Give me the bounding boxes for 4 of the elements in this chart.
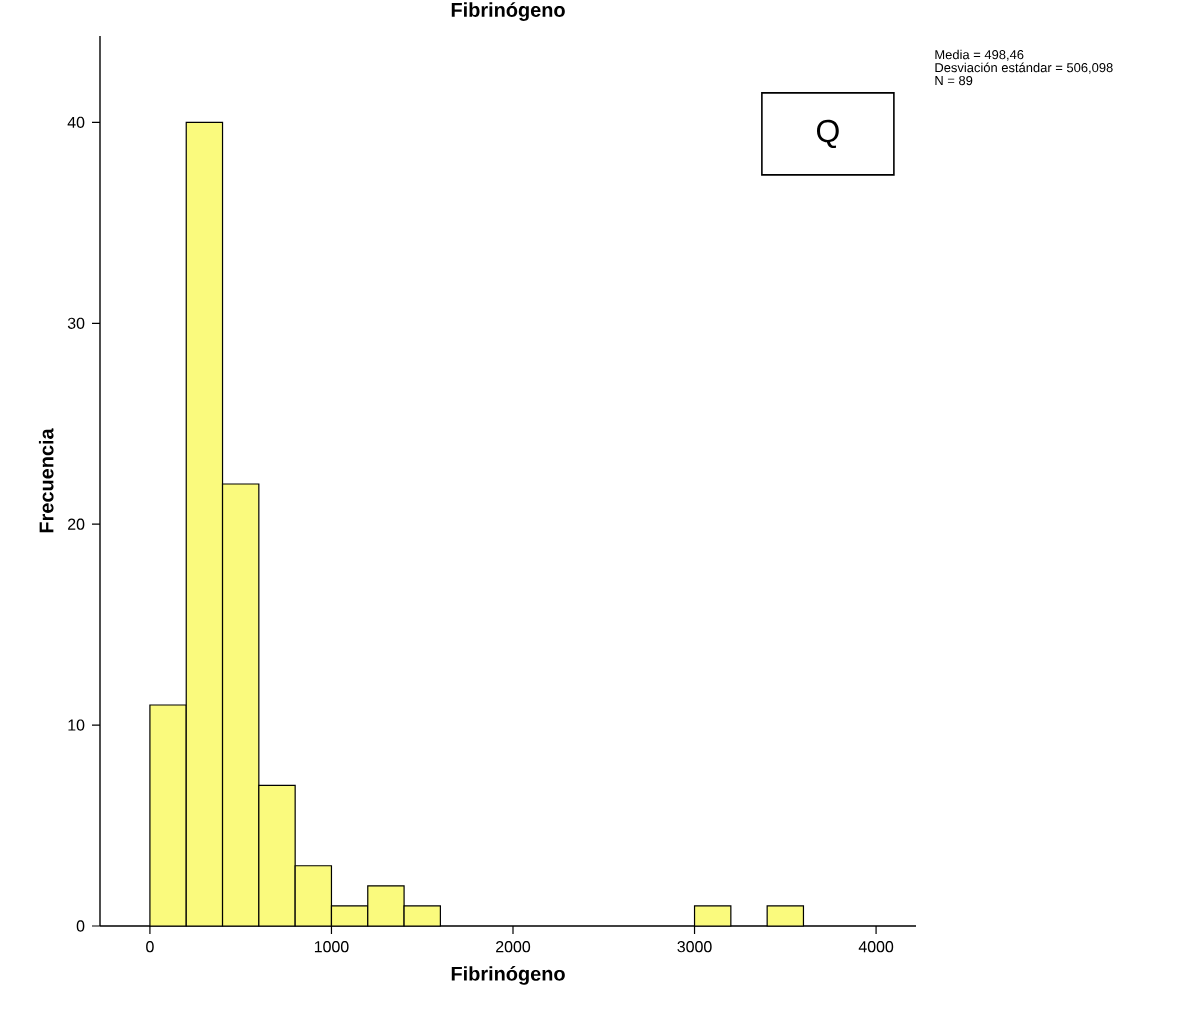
y-axis-title: Frecuencia (38, 428, 54, 533)
annotation: Q (816, 119, 839, 149)
chart-title: Fibrinógeno (451, 2, 565, 21)
x-axis-title: Fibrinógeno (451, 965, 565, 985)
